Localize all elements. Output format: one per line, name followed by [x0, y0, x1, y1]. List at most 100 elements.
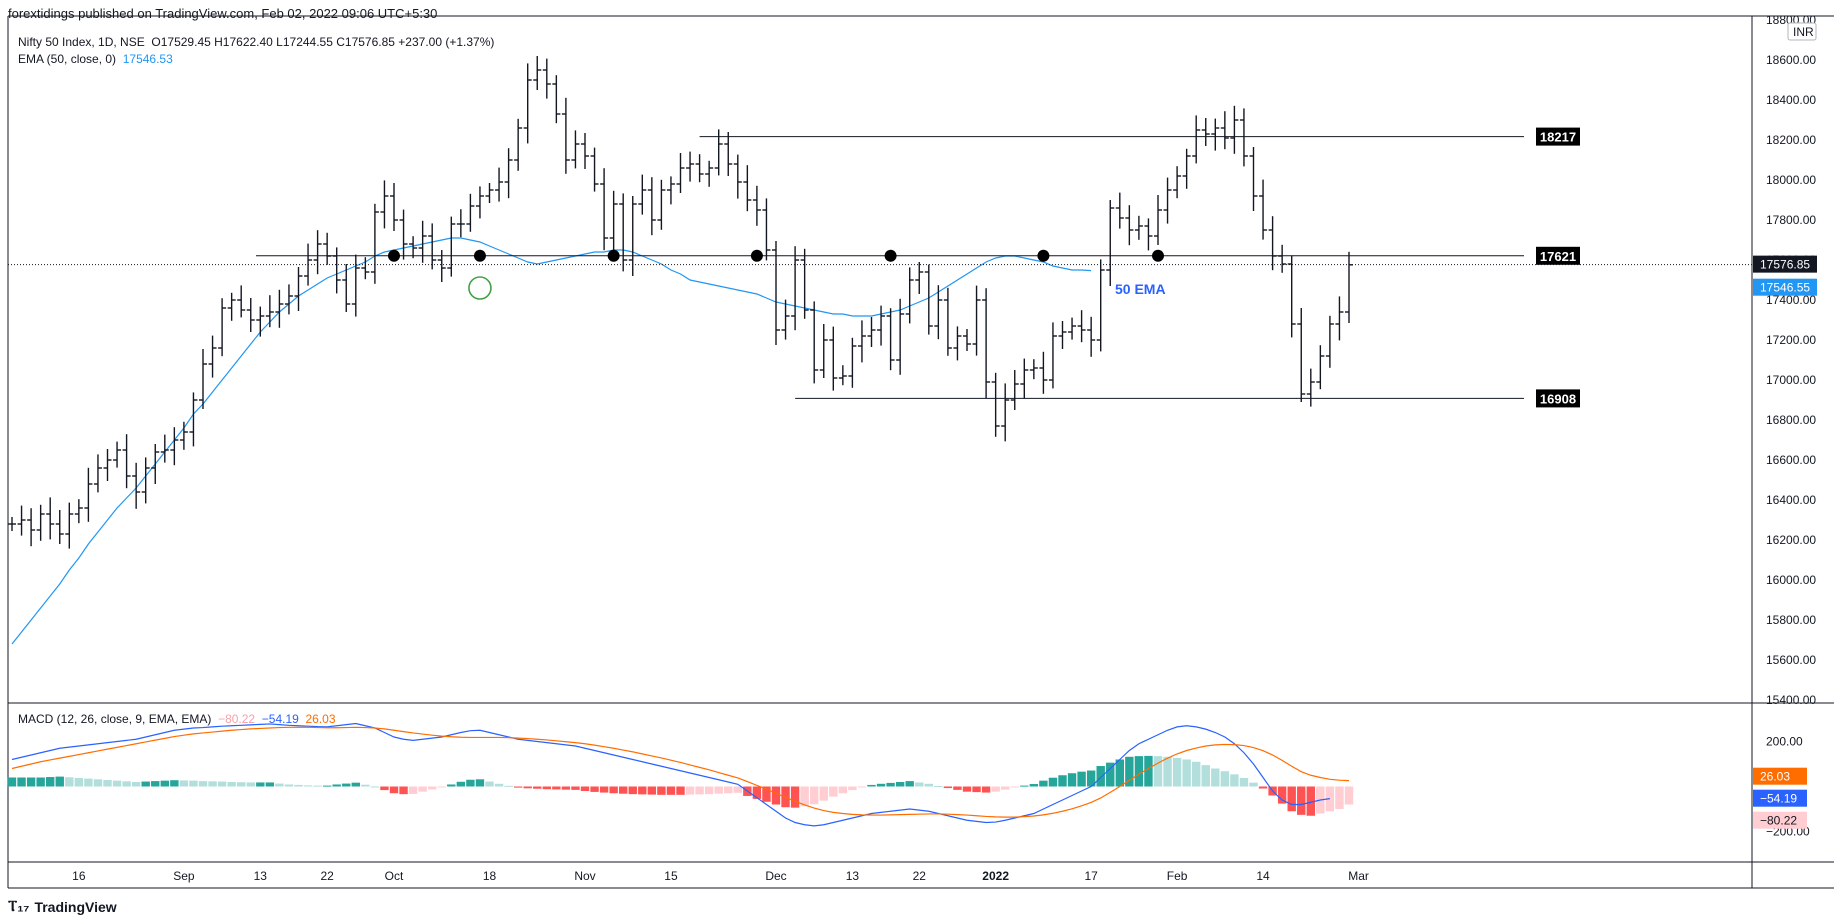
macd-hist-bar — [599, 786, 609, 793]
macd-hist-bar — [857, 786, 867, 788]
macd-hist-bar — [714, 786, 723, 794]
level-label: 16908 — [1540, 391, 1576, 406]
macd-hist-bar — [189, 780, 198, 787]
macd-hist-bar — [542, 786, 551, 790]
macd-hist-bar — [504, 785, 513, 787]
symbol-name[interactable]: Nifty 50 Index, 1D, NSE — [18, 35, 145, 49]
macd-hist-bar — [389, 786, 399, 794]
ohlc-bar — [1020, 358, 1029, 399]
ohlc-bar — [418, 220, 427, 263]
macd-hist-bar — [103, 779, 112, 787]
macd-hist-bar — [399, 786, 408, 795]
macd-hist-bar — [609, 786, 618, 794]
ohlc-bar — [55, 510, 64, 544]
macd-hist-bar — [867, 784, 876, 787]
macd-hist-bar — [685, 786, 695, 795]
ohlc-bar — [351, 254, 360, 317]
ohlc-bar — [1154, 195, 1162, 245]
macd-value-text: −80.22 — [1760, 814, 1797, 828]
ohlc-bar — [762, 198, 771, 261]
macd-line-value: −54.19 — [261, 712, 299, 726]
time-axis[interactable]: 16 Sep 13 22 Oct 18 Nov 15 Dec 13 22 2022 17 Feb 14 Mar — [72, 869, 1369, 883]
macd-hist-bar — [905, 781, 914, 787]
macd-hist-bar — [1067, 773, 1077, 787]
macd-hist-bar — [1029, 784, 1039, 787]
ohlc-bar — [227, 292, 236, 321]
ohlc-bar — [542, 58, 551, 99]
level-label-box — [1536, 389, 1580, 408]
ohlc-bar — [1268, 216, 1277, 271]
ohlc-bar — [896, 298, 905, 375]
macd-hist-bar — [571, 786, 580, 790]
macd-line — [11, 722, 1330, 827]
macd-hist-bar — [628, 786, 637, 795]
ohlc-bar — [65, 502, 74, 549]
ohlc-bar — [781, 299, 790, 340]
ohlc-bar — [199, 349, 207, 409]
ohlc-bar — [991, 372, 1000, 437]
price-tick-label: 16200.00 — [1766, 533, 1816, 547]
ohlc-bar — [581, 133, 589, 169]
macd-hist-bar — [485, 781, 494, 787]
ohlc-bar — [8, 517, 16, 531]
ema-label[interactable]: EMA (50, close, 0) — [18, 52, 117, 66]
ohlc-bar — [619, 193, 628, 272]
macd-hist-bar — [313, 785, 322, 787]
macd-legend[interactable]: MACD (12, 26, close, 9, EMA, EMA) −80.22… — [18, 712, 336, 726]
ohlc-bar — [590, 147, 599, 192]
macd-hist-bar — [924, 783, 933, 787]
macd-hist-bar — [370, 786, 380, 788]
macd-hist-bar — [848, 786, 857, 791]
ohlc-values: O17529.45 H17622.40 L17244.55 C17576.85 … — [151, 35, 495, 49]
price-tick-label: 17400.00 — [1766, 293, 1816, 307]
ohlc-bar — [924, 264, 933, 335]
footer-brand[interactable]: Ⲧ₁₇ TradingView — [8, 898, 117, 915]
macd-hist-bar — [1258, 786, 1268, 789]
macd-hist-bar — [1201, 765, 1210, 787]
macd-hist-bar — [695, 786, 704, 795]
price-tick-label: 16400.00 — [1766, 493, 1816, 507]
macd-hist-bar — [704, 786, 714, 795]
ohlc-bar — [370, 203, 379, 284]
ohlc-bar — [1297, 308, 1306, 402]
ohlc-bar — [867, 317, 876, 347]
macd-hist-bar — [915, 782, 924, 787]
ohlc-bar — [122, 434, 131, 489]
macd-hist-bar — [1230, 774, 1239, 787]
ohlc-bar — [1173, 166, 1182, 199]
macd-hist-bar — [408, 786, 418, 794]
macd-hist-bar — [1001, 786, 1010, 790]
ohlc-bar — [877, 305, 886, 346]
macd-hist-bar — [590, 786, 599, 792]
macd-value-tag — [1753, 767, 1807, 785]
tv-logo-icon: Ⲧ₁₇ — [8, 898, 30, 915]
macd-hist-bar — [1297, 786, 1306, 815]
ohlc-bar — [1220, 111, 1229, 150]
time-tick-label: 22 — [320, 869, 334, 883]
macd-hist-bar — [934, 786, 943, 788]
horizontal-levels[interactable]: 18217 17621 16908 17576.85 17546.55 50 EMA — [8, 127, 1817, 408]
price-tick-label: 17200.00 — [1766, 333, 1816, 347]
macd-hist-bar — [256, 782, 265, 787]
price-axis[interactable]: 15400.00 15600.00 15800.00 16000.00 16200.00… — [1766, 13, 1817, 707]
macd-hist-bar — [991, 786, 1000, 792]
ohlc-bar — [495, 167, 504, 202]
ohlc-bar — [1106, 200, 1115, 286]
ohlc-bar — [857, 320, 866, 363]
ohlc-bar — [647, 177, 656, 236]
macd-hist-bar — [810, 786, 819, 805]
ohlc-bar — [791, 246, 800, 331]
macd-hist-bar — [1192, 761, 1201, 787]
currency-label[interactable]: INR — [1793, 25, 1814, 39]
symbol-ohlc-line[interactable]: Nifty 50 Index, 1D, NSE O17529.45 H17622… — [18, 34, 494, 51]
ema-value: 17546.53 — [122, 52, 173, 66]
ohlc-bar — [800, 248, 809, 319]
pivot-dot — [750, 249, 763, 262]
macd-hist-bar — [84, 778, 93, 787]
macd-hist-bar — [55, 776, 64, 787]
ema-legend-line[interactable]: EMA (50, close, 0) 17546.53 — [18, 51, 494, 68]
macd-label[interactable]: MACD (12, 26, close, 9, EMA, EMA) — [18, 712, 212, 726]
macd-hist-bar — [342, 783, 351, 787]
ohlc-bar — [523, 63, 532, 144]
